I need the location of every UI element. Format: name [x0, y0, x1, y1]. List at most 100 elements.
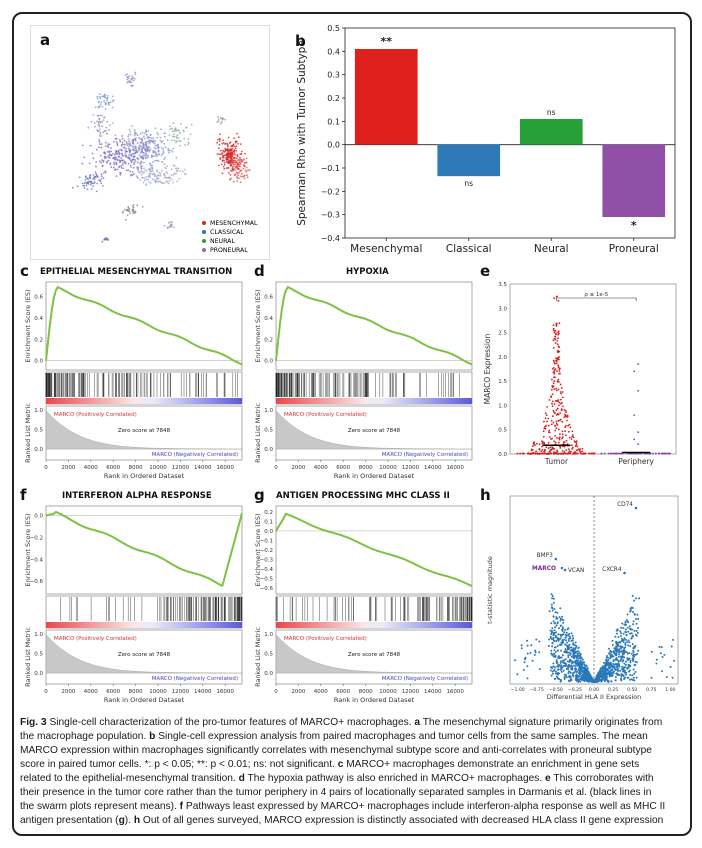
- swarm-point: [552, 385, 555, 388]
- swarm-point: [556, 380, 559, 383]
- volcano-point: [619, 669, 621, 672]
- swarm-point: [531, 452, 533, 455]
- y-tick-label: −0.3: [321, 211, 340, 220]
- umap-point: [98, 128, 101, 131]
- volcano-point: [526, 639, 529, 642]
- volcano-point: [555, 616, 558, 619]
- volcano-point: [614, 648, 617, 651]
- legend-dot-icon: [202, 230, 206, 234]
- es-tick-label: −0.1: [260, 538, 273, 544]
- legend-item: NEURAL: [202, 237, 258, 246]
- umap-point: [227, 162, 230, 165]
- volcano-point: [627, 663, 630, 666]
- umap-point: [231, 145, 234, 147]
- swarm-point: [559, 383, 562, 386]
- volcano-point: [634, 670, 637, 673]
- umap-point: [123, 139, 126, 142]
- volcano-point: [578, 678, 581, 681]
- umap-point: [108, 104, 110, 106]
- umap-point: [127, 209, 130, 212]
- gene-point: [634, 506, 638, 510]
- y-axis-label: MARCO Expression: [483, 333, 492, 404]
- volcano-point: [559, 624, 562, 627]
- volcano-point: [567, 639, 570, 642]
- volcano-point: [616, 629, 619, 631]
- volcano-point: [626, 676, 629, 679]
- umap-point: [138, 146, 140, 149]
- volcano-point: [572, 643, 575, 646]
- volcano-point: [603, 661, 605, 664]
- panel-f: f INTERFERON ALPHA RESPONSE 0.0 −0.2 −0.4−…: [20, 486, 250, 708]
- umap-point: [93, 181, 96, 184]
- swarm-point: [559, 403, 562, 405]
- swarm-point: [541, 442, 544, 445]
- es-axis-label: Enrichment Score (ES): [24, 289, 32, 362]
- umap-point: [159, 139, 162, 142]
- es-axis-label: Enrichment Score (ES): [254, 513, 262, 586]
- umap-point: [132, 209, 135, 211]
- volcano-point: [607, 659, 610, 661]
- volcano-point: [617, 664, 620, 667]
- volcano-point: [616, 643, 619, 646]
- swarm-point: [552, 339, 555, 342]
- volcano-point: [567, 638, 570, 640]
- umap-point: [121, 159, 124, 162]
- umap-point: [177, 136, 180, 139]
- swarm-point: [557, 337, 559, 340]
- umap-point: [141, 148, 143, 150]
- rank-color-bar: [46, 622, 242, 628]
- umap-point: [110, 154, 113, 157]
- bar: [437, 144, 501, 177]
- swarm-point: [545, 446, 548, 449]
- gene-point: [623, 571, 626, 575]
- x-tick-label: 8000: [129, 689, 143, 695]
- volcano-point: [555, 659, 558, 662]
- x-tick-label: Proneural: [609, 243, 659, 255]
- umap-point: [102, 119, 105, 121]
- volcano-point: [632, 649, 635, 652]
- umap-point: [140, 145, 143, 148]
- umap-point: [154, 127, 157, 129]
- umap-point: [110, 147, 112, 149]
- rank-tick-label: 0.5: [264, 428, 273, 434]
- volcano-point: [556, 637, 559, 640]
- swarm-point: [560, 398, 562, 401]
- umap-point: [151, 178, 154, 181]
- swarm-point: [555, 420, 558, 423]
- umap-point: [187, 141, 190, 144]
- umap-point: [107, 239, 110, 241]
- swarm-point: [600, 452, 603, 455]
- volcano-point: [588, 673, 591, 676]
- umap-point: [219, 122, 222, 125]
- umap-point: [245, 166, 248, 169]
- umap-point: [88, 162, 91, 165]
- umap-point: [149, 175, 151, 177]
- x-tick-label: 4000: [314, 465, 328, 471]
- volcano-point: [635, 661, 638, 664]
- swarm-point: [550, 452, 553, 455]
- swarm-point: [575, 449, 578, 452]
- umap-point: [112, 140, 115, 143]
- umap-point: [248, 169, 251, 172]
- umap-point: [99, 103, 102, 105]
- volcano-point: [581, 670, 584, 673]
- umap-point: [124, 162, 127, 165]
- volcano-point: [627, 644, 630, 647]
- swarm-point: [553, 337, 556, 340]
- volcano-point: [553, 607, 556, 610]
- x-tick-label: 12000: [172, 689, 190, 695]
- x-tick-label: −0.75: [530, 687, 544, 693]
- volcano-point: [562, 638, 565, 641]
- volcano-point: [574, 667, 577, 670]
- swarm-point: [551, 368, 554, 370]
- volcano-point: [566, 660, 569, 663]
- swarm-point: [558, 322, 561, 325]
- umap-point: [138, 154, 141, 157]
- volcano-point: [559, 607, 562, 610]
- volcano-point: [618, 653, 621, 656]
- volcano-point: [550, 603, 553, 606]
- umap-point: [157, 143, 159, 146]
- umap-point: [131, 159, 134, 161]
- swarm-point: [565, 449, 568, 451]
- volcano-point: [552, 655, 555, 658]
